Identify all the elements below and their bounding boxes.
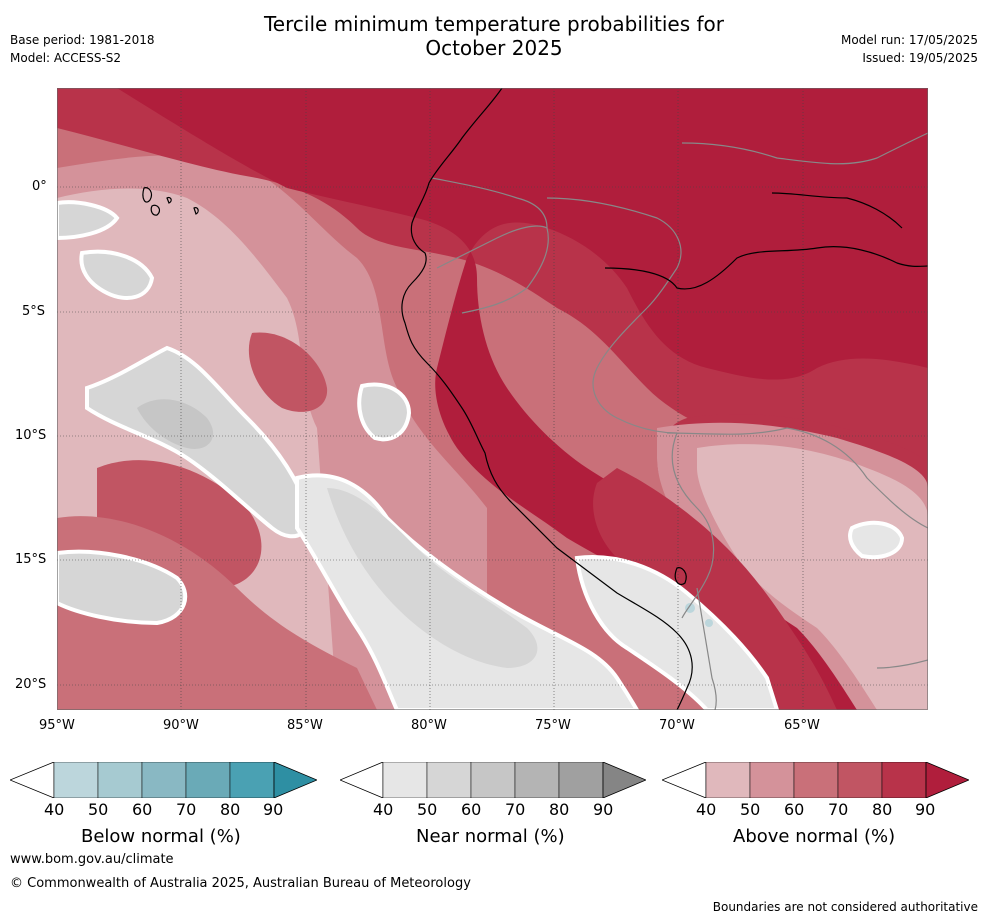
cb-above-tick-40: 40 bbox=[696, 800, 717, 819]
cb-above-tick-50: 50 bbox=[740, 800, 761, 819]
cb-near-tick-40: 40 bbox=[373, 800, 394, 819]
cb-near-bin-60 bbox=[470, 762, 516, 798]
model-label: Model: ACCESS-S2 bbox=[10, 51, 122, 65]
cb-above-bin-80 bbox=[881, 762, 927, 798]
model-run-label: Model run: 17/05/2025 bbox=[840, 33, 978, 47]
field-grey60-center bbox=[137, 399, 214, 449]
field-red70-patch-mid bbox=[248, 332, 328, 412]
cb-near-bin-70 bbox=[514, 762, 560, 798]
field-grey50-south-inner bbox=[327, 488, 538, 668]
cb-below-bin-60 bbox=[141, 762, 187, 798]
coastline-amazon-river bbox=[604, 246, 928, 290]
cb-below-low-extend bbox=[10, 762, 55, 798]
base-period-label: Base period: 1981-2018 bbox=[10, 33, 155, 47]
map-frame bbox=[57, 88, 928, 710]
cb-below-tick-90: 90 bbox=[263, 800, 284, 819]
field-red80-band-se bbox=[593, 468, 837, 710]
field-grey-sw bbox=[57, 549, 188, 626]
cb-above-bin-60 bbox=[793, 762, 839, 798]
lon-label-95w: 95°W bbox=[39, 718, 75, 733]
border-peru-bolivia bbox=[671, 432, 715, 619]
coastline-pacific bbox=[401, 88, 693, 710]
cb-near-tick-70: 70 bbox=[505, 800, 526, 819]
cb-above-title: Above normal (%) bbox=[733, 826, 896, 847]
coastlines bbox=[142, 88, 928, 710]
footer-disclaimer: Boundaries are not considered authoritat… bbox=[712, 900, 978, 914]
cb-near-high-extend bbox=[602, 762, 646, 798]
lon-label-80w: 80°W bbox=[411, 718, 447, 733]
cb-near-low-extend bbox=[340, 762, 384, 798]
cb-below-tick-70: 70 bbox=[176, 800, 197, 819]
colorbar-below-normal bbox=[10, 762, 317, 798]
cb-near-title: Near normal (%) bbox=[416, 826, 565, 847]
lat-label-20s: 20°S bbox=[15, 677, 47, 692]
lat-label-10s: 10°S bbox=[15, 428, 47, 443]
cb-above-high-extend bbox=[925, 762, 969, 798]
field-grey-east-blob bbox=[848, 520, 905, 559]
border-bolivia-brazil bbox=[666, 427, 928, 529]
colorbar-near-normal bbox=[340, 762, 646, 798]
cb-near-tick-50: 50 bbox=[417, 800, 438, 819]
cb-below-title: Below normal (%) bbox=[81, 826, 241, 847]
lon-label-70w: 70°W bbox=[659, 718, 695, 733]
title-line-2: October 2025 bbox=[425, 36, 563, 60]
cb-above-low-extend bbox=[662, 762, 707, 798]
cb-below-tick-40: 40 bbox=[44, 800, 65, 819]
field-blue-speck-2 bbox=[705, 619, 713, 627]
border-venezuela-brazil bbox=[681, 132, 928, 165]
cb-near-bin-50 bbox=[426, 762, 472, 798]
cb-above-bin-70 bbox=[837, 762, 883, 798]
footer-copyright: © Commonwealth of Australia 2025, Austra… bbox=[10, 876, 471, 891]
lon-label-90w: 90°W bbox=[163, 718, 199, 733]
cb-below-tick-60: 60 bbox=[132, 800, 153, 819]
cb-above-tick-80: 80 bbox=[872, 800, 893, 819]
colorbar-above-normal bbox=[662, 762, 969, 798]
cb-below-bin-70 bbox=[185, 762, 231, 798]
cb-near-tick-60: 60 bbox=[461, 800, 482, 819]
field-red40-se bbox=[697, 444, 928, 710]
cb-below-bin-80 bbox=[229, 762, 275, 798]
border-colombia-ecuador bbox=[431, 177, 548, 229]
footer-url: www.bom.gov.au/climate bbox=[10, 852, 174, 867]
border-peru-brazil bbox=[592, 307, 678, 434]
cb-above-bin-50 bbox=[749, 762, 795, 798]
cb-above-bin-40 bbox=[705, 762, 751, 798]
lon-label-65w: 65°W bbox=[784, 718, 820, 733]
field-grey40-blob-west bbox=[79, 249, 155, 300]
field-grey50-west-top bbox=[57, 200, 120, 241]
cb-below-bin-40 bbox=[53, 762, 99, 798]
cb-near-bin-80 bbox=[558, 762, 604, 798]
field-blue-speck-1 bbox=[685, 603, 695, 613]
galapagos-islands bbox=[142, 187, 199, 216]
lake-titicaca bbox=[674, 567, 687, 586]
cb-near-bin-40 bbox=[382, 762, 428, 798]
issued-label: Issued: 19/05/2025 bbox=[862, 51, 978, 65]
lon-label-75w: 75°W bbox=[535, 718, 571, 733]
cb-near-tick-80: 80 bbox=[549, 800, 570, 819]
cb-below-tick-80: 80 bbox=[220, 800, 241, 819]
lat-label-5s: 5°S bbox=[22, 304, 46, 319]
cb-below-tick-50: 50 bbox=[88, 800, 109, 819]
map-gridlines bbox=[57, 88, 928, 710]
cb-above-tick-60: 60 bbox=[784, 800, 805, 819]
title-line-1: Tercile minimum temperature probabilitie… bbox=[263, 12, 725, 36]
field-grey-blob-center bbox=[357, 382, 412, 442]
lon-label-85w: 85°W bbox=[287, 718, 323, 733]
cb-above-tick-70: 70 bbox=[828, 800, 849, 819]
country-borders bbox=[431, 132, 928, 710]
probability-map bbox=[57, 88, 928, 710]
border-bolivia-paraguay bbox=[876, 659, 928, 669]
cb-below-high-extend bbox=[273, 762, 317, 798]
page-title: Tercile minimum temperature probabilitie… bbox=[0, 12, 988, 60]
lat-label-0: 0° bbox=[32, 179, 47, 194]
lat-label-15s: 15°S bbox=[15, 552, 47, 567]
cb-near-tick-90: 90 bbox=[593, 800, 614, 819]
coastline-upper-amazon bbox=[771, 192, 903, 229]
border-ecuador-peru bbox=[436, 225, 549, 314]
border-bolivia-chile bbox=[696, 587, 717, 710]
border-colombia-brazil bbox=[546, 197, 682, 309]
cb-below-bin-50 bbox=[97, 762, 143, 798]
cb-above-tick-90: 90 bbox=[915, 800, 936, 819]
